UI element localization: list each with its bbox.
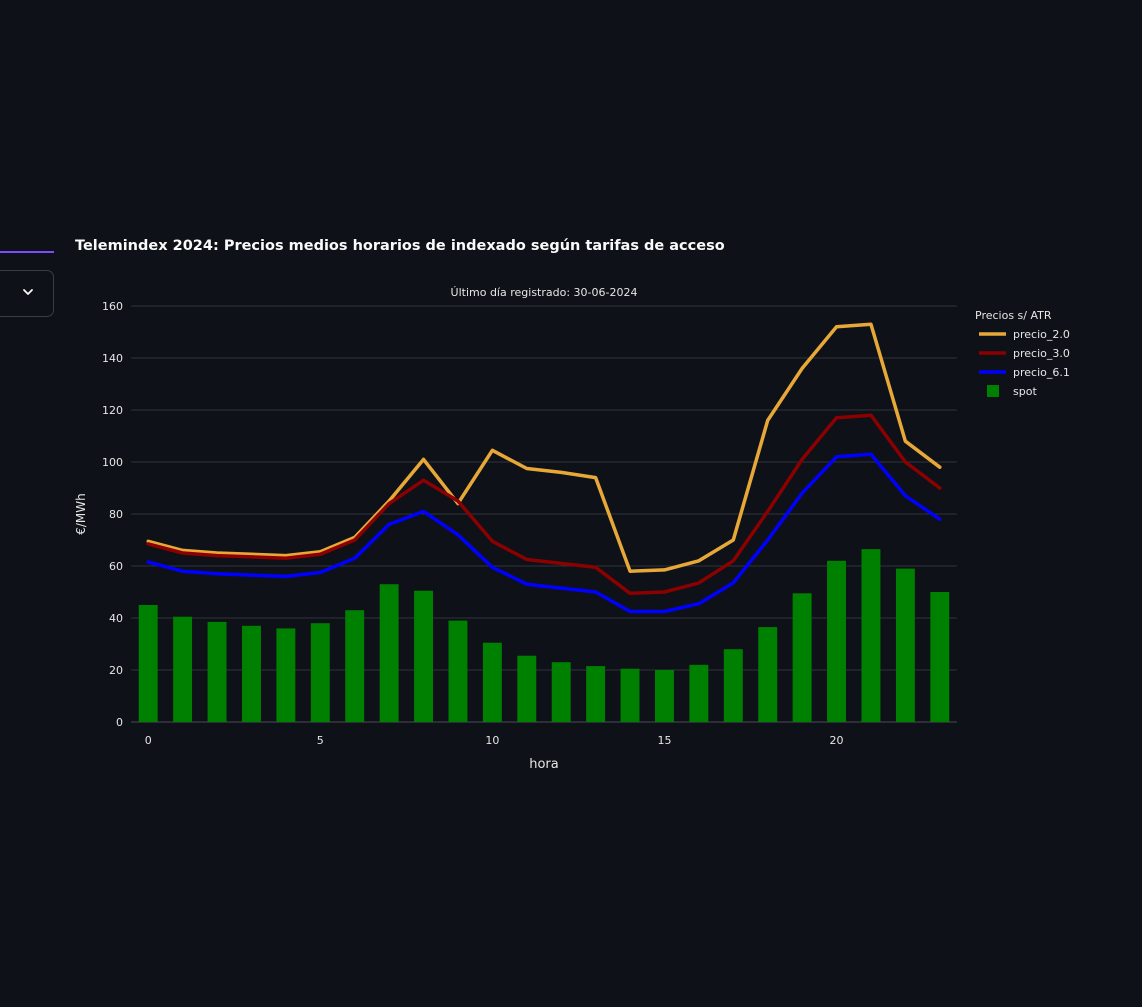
bar-spot-12: [551, 662, 571, 722]
bar-spot-23: [930, 592, 950, 722]
x-tick-label: 15: [657, 734, 671, 747]
y-tick-label: 60: [109, 560, 123, 573]
line-precio_2.0: [146, 322, 942, 573]
legend-label-precio_2.0: precio_2.0: [1013, 328, 1070, 341]
x-tick-label: 10: [485, 734, 499, 747]
bar-spot-19: [792, 593, 812, 722]
legend-label-spot: spot: [1013, 385, 1037, 398]
y-tick-label: 20: [109, 664, 123, 677]
bar-spot-16: [689, 664, 709, 722]
bar-spot-1: [173, 616, 193, 722]
x-axis-label: hora: [529, 757, 559, 772]
y-tick-label: 40: [109, 612, 123, 625]
bar-spot-6: [345, 610, 365, 722]
bar-spot-4: [276, 628, 296, 722]
bar-spot-3: [241, 625, 261, 722]
tab-underline: [0, 251, 54, 253]
legend-swatch-spot[interactable]: [987, 385, 999, 397]
y-tick-label: 160: [102, 300, 123, 313]
chevron-down-icon: [23, 289, 33, 295]
bar-spot-18: [758, 627, 778, 722]
legend-label-precio_3.0: precio_3.0: [1013, 347, 1070, 360]
chart-title: Telemindex 2024: Precios medios horarios…: [75, 238, 725, 254]
legend-label-precio_6.1: precio_6.1: [1013, 366, 1070, 379]
y-tick-label: 120: [102, 404, 123, 417]
bar-spot-21: [861, 549, 881, 722]
bar-spot-17: [723, 649, 743, 722]
bar-spot-20: [827, 560, 847, 722]
bar-spot-0: [138, 605, 158, 722]
line-precio_6.1: [146, 452, 942, 614]
chart-subtitle: Último día registrado: 30-06-2024: [451, 286, 638, 299]
bar-spot-22: [895, 568, 915, 722]
bar-spot-14: [620, 668, 640, 722]
bar-spot-11: [517, 655, 537, 722]
y-tick-label: 140: [102, 352, 123, 365]
line-precio_3.0: [146, 413, 942, 596]
bar-spot-9: [448, 620, 468, 722]
y-tick-label: 100: [102, 456, 123, 469]
y-tick-label: 80: [109, 508, 123, 521]
bar-spot-8: [414, 590, 434, 722]
bar-spot-10: [482, 642, 502, 722]
x-tick-label: 20: [830, 734, 844, 747]
bar-spot-5: [310, 623, 330, 722]
bar-spot-13: [586, 666, 606, 722]
bar-spot-2: [207, 621, 227, 722]
y-axis-label: €/MWh: [74, 493, 88, 535]
dropdown-select[interactable]: [0, 270, 54, 317]
x-tick-label: 0: [145, 734, 152, 747]
y-tick-label: 0: [116, 716, 123, 729]
bar-spot-15: [654, 670, 674, 722]
legend-title: Precios s/ ATR: [975, 309, 1052, 322]
bar-spot-7: [379, 584, 399, 722]
x-tick-label: 5: [317, 734, 324, 747]
